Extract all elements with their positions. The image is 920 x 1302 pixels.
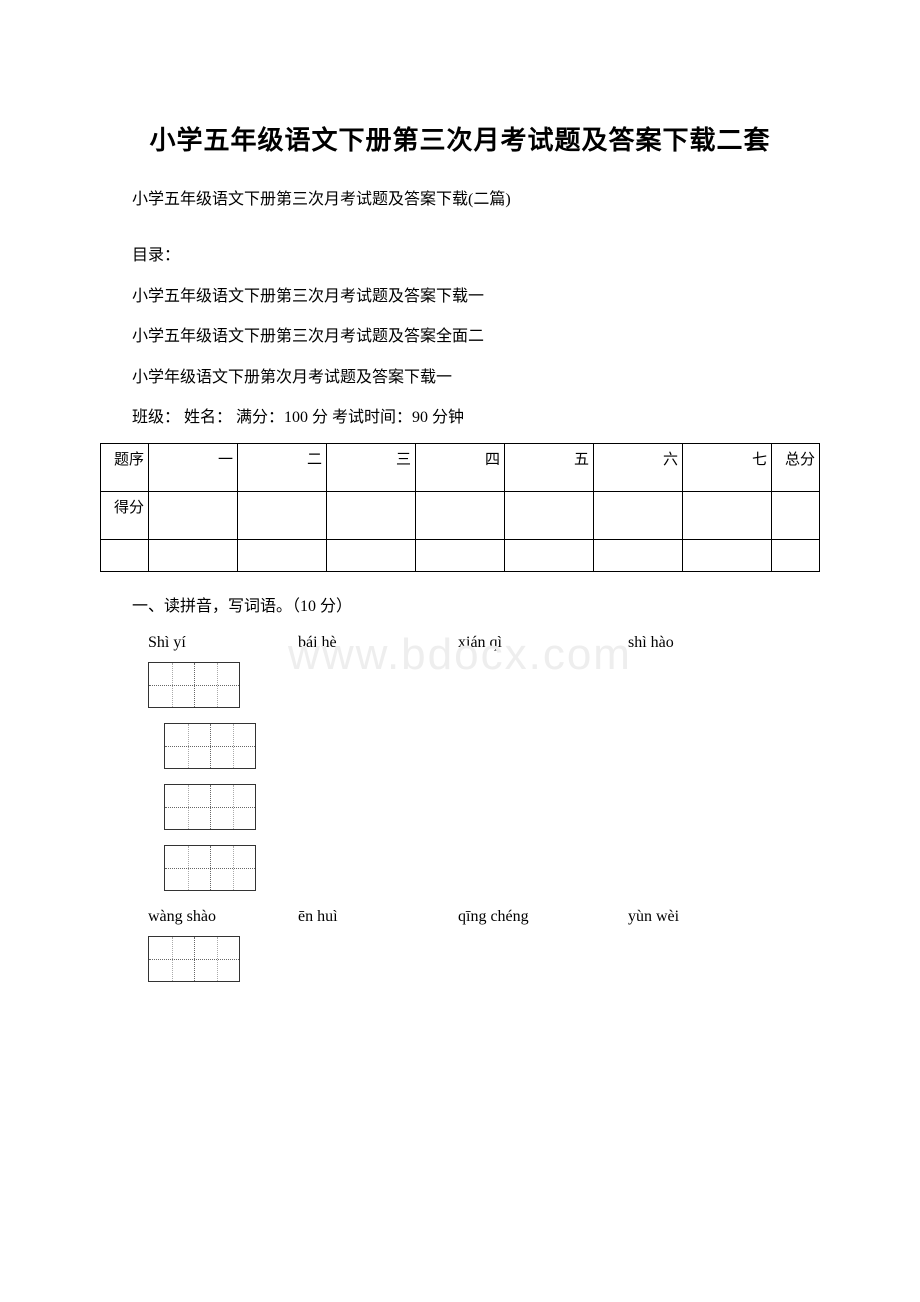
score-cell [772, 492, 820, 540]
char-box-row [100, 723, 820, 774]
exam-meta: 班级： 姓名： 满分：100 分 考试时间：90 分钟 [100, 399, 820, 437]
pinyin-item: Shì yí [148, 634, 298, 652]
col-header: 三 [327, 444, 416, 492]
col-header: 一 [149, 444, 238, 492]
score-cell [772, 540, 820, 572]
tianzige-box [148, 662, 240, 708]
col-header-total: 总分 [772, 444, 820, 492]
score-cell [101, 540, 149, 572]
score-cell [149, 492, 238, 540]
toc-heading: 目录： [100, 237, 820, 275]
table-row: 得分 [101, 492, 820, 540]
table-row: 题序 一 二 三 四 五 六 七 总分 [101, 444, 820, 492]
score-cell [327, 492, 416, 540]
table-row [101, 540, 820, 572]
pinyin-item: shì hào [628, 634, 768, 652]
score-cell [683, 492, 772, 540]
char-box-row [100, 936, 820, 987]
char-box-row [100, 845, 820, 896]
tianzige-box [164, 845, 256, 891]
tianzige-box [164, 784, 256, 830]
section-1-heading: 一、读拼音，写词语。（10 分） [100, 592, 820, 616]
pinyin-item: xián qì [458, 634, 628, 652]
toc-item: 小学五年级语文下册第三次月考试题及答案全面二 [100, 318, 820, 356]
col-header: 七 [683, 444, 772, 492]
document-title: 小学五年级语文下册第三次月考试题及答案下载二套 [100, 120, 820, 157]
pinyin-item: bái hè [298, 634, 458, 652]
col-header: 六 [594, 444, 683, 492]
score-cell [505, 540, 594, 572]
score-cell [238, 540, 327, 572]
score-cell [327, 540, 416, 572]
pinyin-row: wàng shào ēn huì qīng chéng yùn wèi [100, 908, 820, 926]
score-cell [416, 540, 505, 572]
tianzige-box [164, 723, 256, 769]
toc-item: 小学年级语文下册第次月考试题及答案下载一 [100, 359, 820, 397]
score-table: 题序 一 二 三 四 五 六 七 总分 得分 [100, 443, 820, 572]
score-cell [594, 540, 683, 572]
score-cell [238, 492, 327, 540]
pinyin-item: wàng shào [148, 908, 298, 926]
score-cell [594, 492, 683, 540]
pinyin-item: qīng chéng [458, 908, 628, 926]
pinyin-row: Shì yí bái hè xián qì shì hào [100, 634, 820, 652]
score-cell [149, 540, 238, 572]
col-header: 四 [416, 444, 505, 492]
row-label: 得分 [101, 492, 149, 540]
col-header: 二 [238, 444, 327, 492]
score-cell [416, 492, 505, 540]
char-box-row [100, 784, 820, 835]
char-box-row [100, 662, 820, 713]
tianzige-box [148, 936, 240, 982]
intro-line: 小学五年级语文下册第三次月考试题及答案下载(二篇) [100, 181, 820, 219]
score-cell [683, 540, 772, 572]
pinyin-item: yùn wèi [628, 908, 768, 926]
pinyin-item: ēn huì [298, 908, 458, 926]
toc-item: 小学五年级语文下册第三次月考试题及答案下载一 [100, 278, 820, 316]
row-label: 题序 [101, 444, 149, 492]
col-header: 五 [505, 444, 594, 492]
score-cell [505, 492, 594, 540]
